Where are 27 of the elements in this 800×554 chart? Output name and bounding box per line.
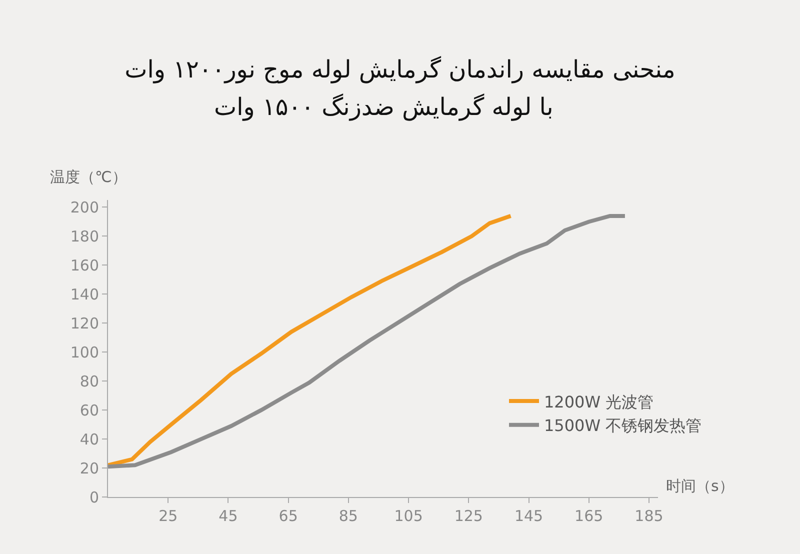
legend-label: 1500W 不锈钢发热管 — [544, 416, 702, 436]
y-tick-label: 20 — [80, 459, 99, 478]
y-tick-label: 40 — [80, 430, 99, 448]
x-tick-label: 65 — [278, 507, 298, 525]
y-tick-label: 200 — [70, 198, 99, 216]
y-tick-label: 60 — [80, 401, 99, 420]
y-axis-title: 温度（℃） — [50, 168, 127, 186]
x-tick-label: 85 — [338, 507, 358, 525]
y-tick-label: 140 — [70, 285, 99, 304]
line-series — [108, 214, 513, 468]
chart-subtitle: با لوله گرمایش ضدزنگ ۱۵۰۰ وات — [214, 93, 554, 121]
y-tick-label: 0 — [89, 488, 99, 506]
x-tick-label: 25 — [158, 507, 178, 525]
chart-title: منحنی مقایسه راندمان گرمایش لوله موج نور۱۲۰۰ وات — [124, 56, 676, 84]
y-tick-label: 160 — [70, 256, 99, 274]
x-tick-label: 105 — [394, 507, 423, 525]
x-tick-label: 45 — [218, 507, 238, 525]
x-tick-label: 185 — [634, 507, 664, 525]
y-tick-label: 120 — [70, 314, 99, 332]
y-tick-label: 180 — [70, 227, 99, 246]
y-tick-label: 100 — [70, 343, 99, 362]
x-tick-label: 125 — [454, 507, 483, 525]
legend-label: 1200W 光波管 — [544, 392, 654, 412]
x-tick-label: 165 — [574, 507, 604, 525]
y-tick-label: 80 — [80, 372, 99, 390]
x-tick-label: 145 — [514, 507, 544, 525]
x-axis-title: 时间（s） — [666, 477, 734, 495]
